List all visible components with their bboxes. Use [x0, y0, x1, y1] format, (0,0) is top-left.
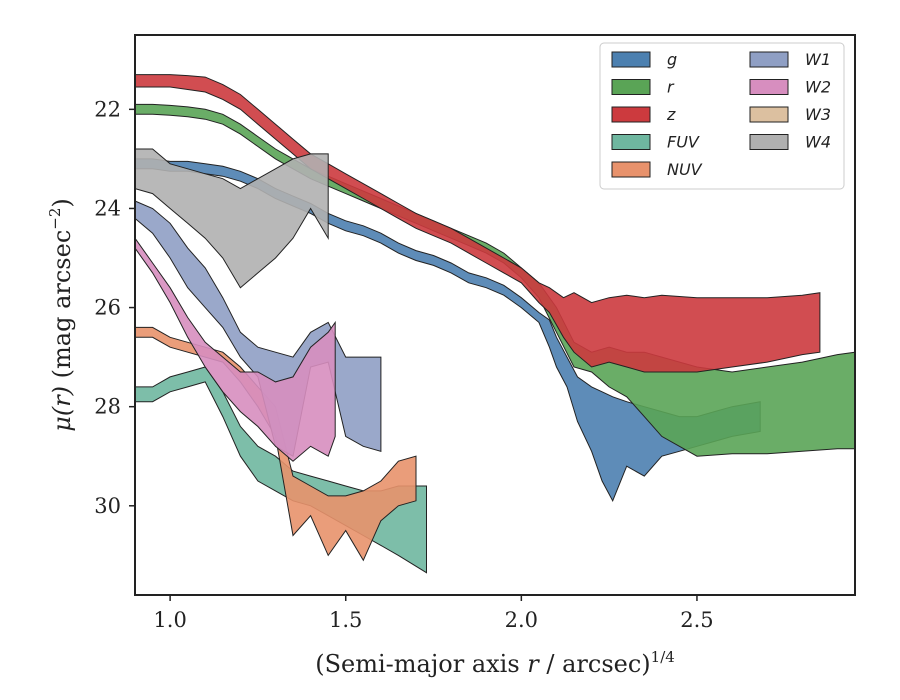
- x-tick-label: 1.0: [153, 608, 186, 632]
- legend-swatch-w3: [749, 106, 789, 123]
- legend-label-r: r: [667, 78, 675, 97]
- series-layer: [134, 74, 856, 574]
- x-axis: 1.0 1.5 2.0 2.5: [153, 595, 714, 632]
- x-tick-label: 1.5: [329, 608, 362, 632]
- x-tick-label: 2.5: [680, 608, 713, 632]
- y-tick-label: 26: [94, 296, 121, 320]
- x-axis-label: (Semi-major axis r / arcsec)1/4: [315, 648, 675, 678]
- series-band-w2: [134, 236, 336, 462]
- legend-swatch-w4: [749, 134, 789, 150]
- plot-frame: [134, 34, 856, 596]
- series-band-w4: [134, 148, 329, 289]
- y-axis: 22 24 26 28 30: [94, 97, 135, 518]
- series-band-w1: [134, 200, 382, 457]
- legend-label-w4: W4: [805, 133, 831, 152]
- legend: grz FUV NUV W1 W2 W3 W4: [599, 42, 845, 190]
- legend-swatch-z: [611, 106, 651, 123]
- legend-label-w3: W3: [805, 105, 831, 124]
- y-tick-label: 22: [94, 97, 121, 121]
- legend-label-w1: W1: [805, 50, 831, 69]
- y-tick-label: 28: [94, 395, 121, 419]
- legend-swatch-fuv: [611, 134, 651, 150]
- x-tick-label: 2.0: [505, 608, 538, 632]
- legend-label-nuv: NUV: [667, 160, 703, 179]
- legend-swatch-r: [611, 79, 651, 95]
- legend-label-z: z: [666, 105, 676, 124]
- y-tick-label: 30: [94, 494, 121, 518]
- legend-swatch-nuv: [611, 161, 651, 178]
- legend-label-w2: W2: [805, 78, 831, 97]
- y-tick-label: 24: [94, 196, 121, 220]
- legend-swatch-g: [611, 51, 651, 68]
- legend-label-g: g: [667, 50, 677, 69]
- series-band-z: [134, 74, 821, 373]
- legend-swatch-w2: [749, 79, 789, 95]
- y-axis-label: μ(r) (mag arcsec−2): [46, 198, 76, 432]
- legend-label-fuv: FUV: [667, 133, 700, 152]
- legend-swatch-w1: [749, 51, 789, 68]
